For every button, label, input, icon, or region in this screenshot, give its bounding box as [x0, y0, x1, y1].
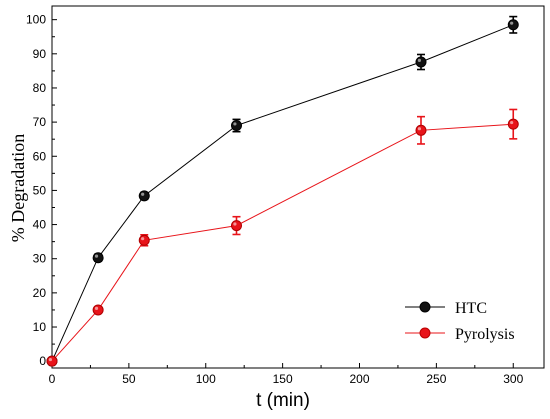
plot-frame: [51, 5, 545, 369]
data-point-pyrolysis: [138, 234, 150, 246]
data-point-htc: [507, 19, 519, 31]
data-point-highlight: [417, 127, 421, 131]
data-point-highlight: [233, 222, 237, 226]
plot-area-border: [51, 5, 545, 369]
data-point-pyrolysis: [231, 220, 242, 232]
data-point-htc: [138, 190, 150, 202]
x-tick-label: 200: [349, 372, 369, 386]
series-lines: [51, 24, 514, 362]
data-point-htc: [415, 56, 427, 68]
y-axis-label: % Degradation: [8, 134, 28, 242]
legend-marker-pyrolysis: [419, 327, 431, 339]
error-bars: [94, 15, 518, 314]
y-tick-label: 50: [33, 183, 47, 197]
x-tick-label: 100: [196, 372, 216, 386]
legend-marker-htc: [419, 301, 431, 313]
y-tick-label: 90: [33, 47, 47, 61]
x-axis-label: t (min): [256, 390, 310, 411]
data-point-highlight: [94, 306, 99, 310]
x-tick-label: 50: [122, 372, 136, 386]
data-point-htc: [92, 252, 104, 264]
y-tick-label: 20: [33, 286, 47, 300]
legend-label-pyrolysis: Pyrolysis: [455, 326, 515, 343]
x-tick-label: 150: [273, 372, 293, 386]
y-tick-label: 70: [33, 115, 47, 129]
data-point-highlight: [141, 237, 145, 241]
data-point-highlight: [510, 21, 514, 25]
axis-ticks: 0 50 100 150 200 250 300 0 10 20 30 40 50 60 70 80 90 100: [26, 13, 524, 386]
x-tick-label: 0: [49, 372, 56, 386]
y-tick-label: 80: [33, 81, 47, 95]
data-point-highlight: [94, 254, 99, 258]
data-point-pyrolysis: [415, 124, 427, 136]
data-point-htc: [231, 120, 242, 132]
x-tick-label: 250: [426, 372, 446, 386]
y-tick-label: 10: [33, 320, 47, 334]
legend-item-htc: HTC: [405, 300, 487, 317]
data-point-highlight: [48, 357, 53, 362]
y-tick-label: 60: [33, 149, 47, 163]
legend: HTC Pyrolysis: [405, 300, 515, 343]
y-tick-label: 100: [26, 13, 46, 27]
series-line-pyrolysis: [51, 123, 514, 362]
data-markers: [46, 19, 519, 367]
data-point-highlight: [141, 192, 145, 196]
data-point-highlight: [510, 120, 514, 125]
y-tick-label: 30: [33, 252, 47, 266]
x-tick-label: 300: [503, 372, 523, 386]
data-point-pyrolysis: [46, 355, 58, 367]
data-point-pyrolysis: [507, 118, 519, 130]
y-tick-label: 0: [39, 354, 46, 368]
series-line-htc: [51, 24, 514, 362]
data-point-highlight: [233, 122, 237, 126]
data-point-pyrolysis: [92, 304, 104, 316]
data-point-highlight: [417, 58, 421, 63]
legend-item-pyrolysis: Pyrolysis: [405, 326, 515, 343]
y-tick-label: 40: [33, 218, 47, 232]
legend-label-htc: HTC: [455, 300, 487, 317]
